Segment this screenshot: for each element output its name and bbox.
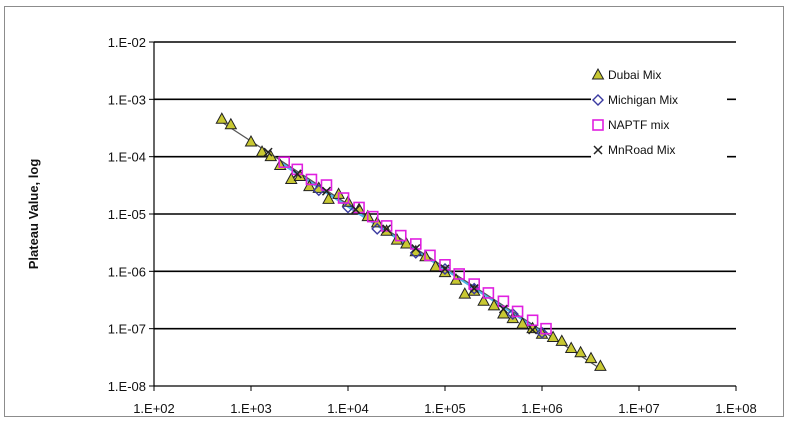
y-tick-label: 1.E-08: [108, 379, 146, 394]
naptf-mix-point: [482, 287, 495, 299]
dubai-mix-point: [322, 192, 335, 204]
naptf-mix-point: [278, 156, 291, 169]
dubai-mix-point: [497, 306, 510, 319]
mnroad-mix-point: [411, 243, 421, 254]
plateau-value-scatter-chart: 1.E+02 1.E+03 1.E+04 1.E+05 1.E+06 1.E+07 1.E+…: [26, 35, 757, 416]
dubai-mix-point: [429, 259, 442, 272]
dubai-mix-point: [303, 179, 316, 192]
dubai-mix-point: [390, 233, 404, 245]
axes: [149, 41, 737, 391]
x-marker-stroke: [321, 186, 332, 196]
naptf-mix-point: [453, 268, 465, 280]
legend-entry-bg: [591, 140, 727, 160]
y-tick-label: 1.E-05: [108, 207, 146, 222]
naptf-mix-legend-marker: [592, 119, 604, 131]
mnroad-mix-point: [469, 284, 479, 294]
y-tick-label: 1.E-07: [108, 322, 146, 337]
x-marker-stroke: [351, 204, 361, 214]
dubai-mix-point: [224, 117, 238, 130]
x-marker-stroke: [440, 264, 450, 274]
dubai-mix-point: [293, 169, 307, 182]
dubai-mix-point: [458, 287, 472, 299]
x-tick-label: 1.E+06: [521, 401, 563, 416]
dubai-mix-point: [546, 330, 560, 343]
naptf-mix-point: [305, 173, 318, 186]
naptf-mix-point: [424, 249, 436, 262]
x-marker-stroke: [263, 147, 273, 157]
naptf-mix-point: [337, 192, 350, 204]
dubai-mix-point: [594, 359, 607, 371]
x-tick-label: 1.E+04: [327, 401, 369, 416]
mnroad-mix-point: [321, 186, 332, 196]
x-marker-stroke: [528, 325, 538, 335]
michigan-mix-legend-label: Michigan Mix: [608, 93, 678, 107]
naptf-mix-point: [380, 220, 393, 232]
michigan-mix-point: [536, 326, 548, 339]
dubai-mix-point: [574, 345, 587, 358]
dubai-mix-point: [400, 236, 413, 249]
data-points: [215, 112, 607, 371]
michigan-mix-point: [439, 262, 451, 275]
dubai-mix-legend-marker: [591, 67, 605, 80]
x-tick-label: 1.E+08: [715, 401, 757, 416]
naptf-mix-point: [540, 322, 552, 335]
legend: Dubai Mix Michigan Mix NAPTF mix MnRoad Mix: [591, 65, 727, 160]
dubai-mix-point: [477, 294, 490, 306]
dubai-mix-point: [255, 145, 269, 157]
dubai-mix-point: [506, 311, 520, 324]
legend-entry-bg: [591, 90, 727, 110]
naptf-mix-legend-label: NAPTF mix: [608, 118, 669, 132]
x-marker-stroke: [469, 284, 479, 294]
y-tick-label: 1.E-03: [108, 92, 146, 107]
michigan-mix-point: [468, 282, 481, 295]
michigan-mix-point: [342, 201, 354, 214]
naptf-mix-point: [526, 314, 539, 327]
chart-frame: 1.E+02 1.E+03 1.E+04 1.E+05 1.E+06 1.E+07 1.E+…: [4, 6, 784, 417]
mnroad-mix-legend-label: MnRoad Mix: [608, 143, 675, 157]
x-marker-stroke: [411, 243, 421, 254]
dubai-mix-point: [215, 112, 229, 124]
x-marker-stroke: [292, 169, 302, 179]
x-tick-label: 1.E+02: [133, 401, 175, 416]
y-tick-label: 1.E-02: [108, 35, 146, 50]
mnroad-mix-point: [440, 264, 450, 274]
naptf-mix-point: [497, 295, 510, 308]
dubai-mix-point: [487, 298, 501, 311]
y-axis-label: Plateau Value, log: [26, 159, 41, 270]
naptf-mix-point: [320, 179, 333, 191]
legend-entry-bg: [591, 115, 727, 135]
dubai-mix-point: [555, 334, 569, 346]
naptf-mix-point: [394, 229, 407, 242]
x-marker-stroke: [593, 145, 603, 155]
mnroad-mix-point: [351, 204, 361, 214]
michigan-mix-point: [371, 222, 384, 235]
dubai-mix-point: [564, 341, 578, 354]
mnroad-mix-point: [528, 325, 538, 335]
x-tick-labels: 1.E+02 1.E+03 1.E+04 1.E+05 1.E+06 1.E+07 1.E+…: [133, 401, 757, 416]
x-marker-stroke: [498, 304, 508, 314]
michigan-mix-legend-marker: [592, 94, 604, 106]
x-tick-label: 1.E+05: [424, 401, 466, 416]
y-tick-label: 1.E-06: [108, 264, 146, 279]
mnroad-mix-legend-marker: [593, 145, 603, 155]
dubai-mix-point: [516, 317, 529, 329]
naptf-mix-point: [366, 210, 379, 223]
mnroad-mix-point: [263, 147, 273, 157]
dubai-mix-legend-label: Dubai Mix: [608, 68, 661, 82]
y-tick-label: 1.E-04: [108, 150, 146, 165]
mnroad-mix-point: [498, 304, 508, 314]
naptf-mix-point: [511, 305, 524, 318]
dubai-mix-point: [584, 351, 598, 364]
x-tick-label: 1.E+03: [230, 401, 272, 416]
mnroad-mix-point: [382, 224, 392, 234]
legend-entry-bg: [591, 65, 727, 85]
mnroad-mix-point: [292, 169, 302, 179]
michigan-mix-point: [506, 308, 519, 321]
x-tick-label: 1.E+07: [618, 401, 660, 416]
y-tick-labels: 1.E-02 1.E-03 1.E-04 1.E-05 1.E-06 1.E-07 1.E-…: [108, 35, 146, 394]
dubai-mix-point: [244, 134, 258, 147]
x-marker-stroke: [382, 224, 392, 234]
